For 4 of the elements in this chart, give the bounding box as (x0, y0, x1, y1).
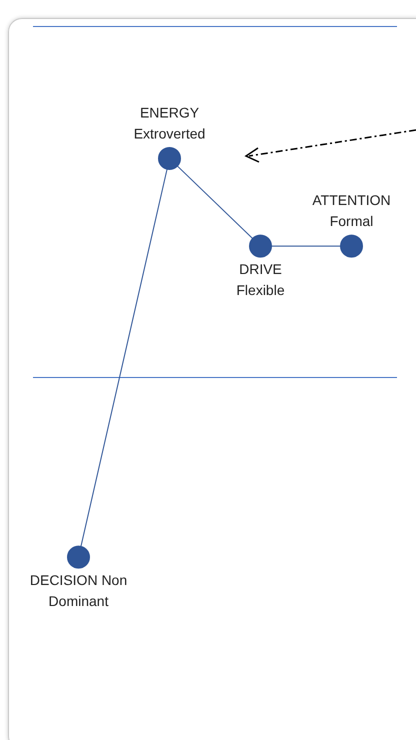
text: ENERGY Extroverted (134, 104, 206, 142)
text: DECISION Non Dominant (30, 572, 128, 609)
annotation: DRIVE Flexible (236, 260, 285, 298)
annotation: ATTENTION Formal (312, 192, 391, 229)
